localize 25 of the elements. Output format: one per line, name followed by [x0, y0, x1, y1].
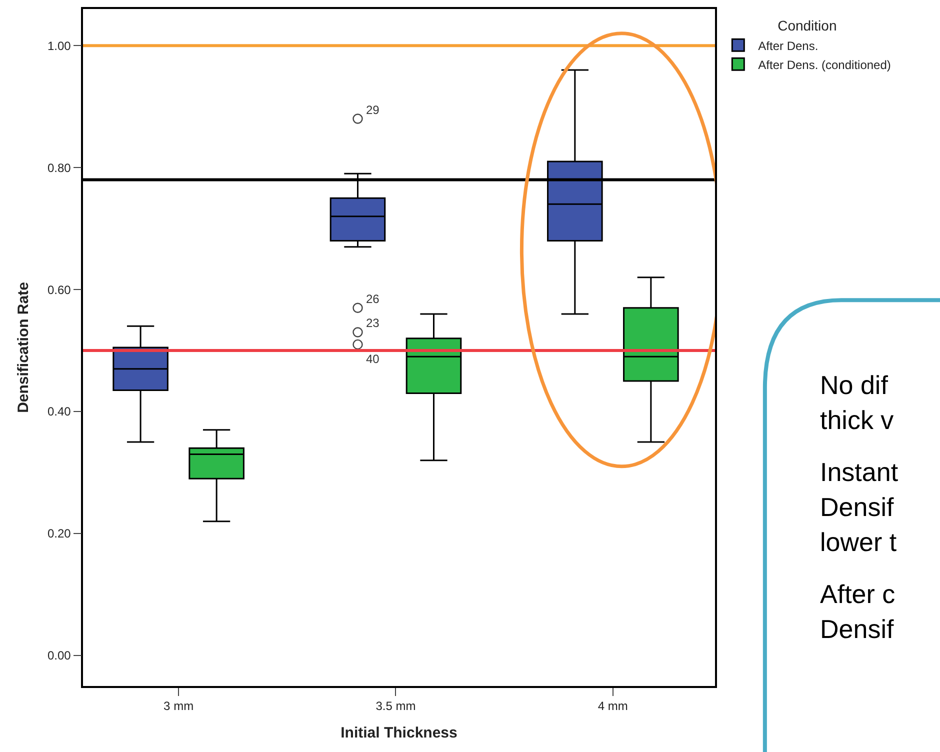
annotation: 29 [366, 103, 380, 117]
y-tick-label: 0.20 [47, 526, 72, 541]
y-tick-label: 0.40 [47, 404, 72, 419]
y-tick-label: 0.80 [47, 160, 72, 175]
text: After c [820, 579, 896, 609]
legend-title: Condition [778, 18, 837, 34]
text: Instant [820, 457, 899, 487]
text: Densif [820, 614, 894, 644]
y-tick-label: 0.00 [47, 648, 72, 663]
x-axis-title: Initial Thickness [340, 724, 458, 742]
legend-label: After Dens. [758, 38, 818, 53]
text: lower t [820, 527, 898, 557]
annotation: 26 [366, 292, 380, 306]
text: No dif [820, 370, 889, 400]
y-tick-label: 0.60 [47, 282, 72, 297]
x-tick-label: 3.5 mm [376, 699, 416, 714]
y-axis-title: Densification Rate [15, 282, 32, 413]
x-tick-label: 3 mm [164, 699, 194, 714]
legend-label: After Dens. (conditioned) [758, 58, 891, 72]
annotation: 40 [366, 352, 380, 366]
annotation: 23 [366, 316, 380, 330]
text: Densif [820, 492, 894, 522]
text: thick v [820, 405, 894, 435]
y-tick-label: 1.00 [47, 38, 72, 53]
x-tick-label: 4 mm [598, 699, 628, 714]
